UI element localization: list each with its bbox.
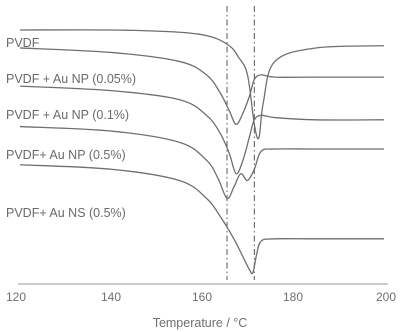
series-curve-3 [19,125,384,200]
x-tick-labels: 120 140 160 180 200 [6,290,396,304]
series-label-1: PVDF + Au NP (0.05%) [6,72,136,86]
curves [19,29,385,275]
x-tick-140: 140 [101,290,121,304]
x-axis-title: Temperature / °C [153,316,248,330]
series-curve-1 [19,47,384,125]
series-labels: PVDF PVDF + Au NP (0.05%) PVDF + Au NP (0.… [6,36,136,220]
series-curve-0 [19,29,385,140]
x-tick-180: 180 [283,290,303,304]
x-tick-200: 200 [376,290,396,304]
series-label-2: PVDF + Au NP (0.1%) [6,108,129,122]
series-curve-2 [19,85,385,175]
series-label-3: PVDF+ Au NP (0.5%) [6,148,126,162]
series-label-0: PVDF [6,36,40,50]
series-curve-4 [19,164,384,275]
x-tick-120: 120 [6,290,26,304]
series-label-4: PVDF+ Au NS (0.5%) [6,206,126,220]
marker-lines [226,6,255,280]
x-tick-160: 160 [192,290,212,304]
